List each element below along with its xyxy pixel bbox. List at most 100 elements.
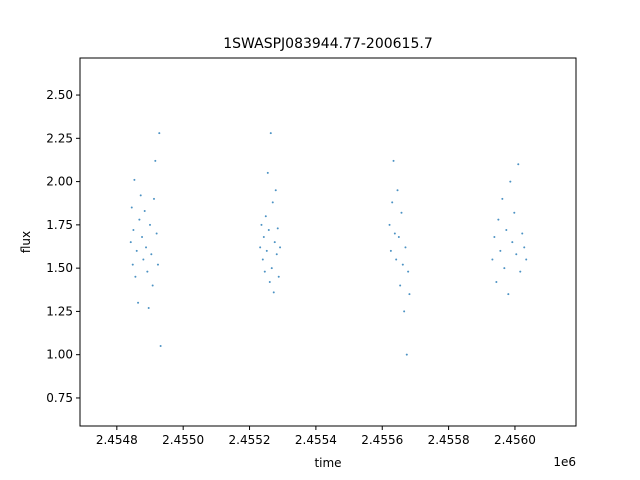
y-tick-label: 1.00	[46, 348, 73, 362]
point	[499, 249, 502, 252]
y-tick-label: 1.25	[46, 304, 73, 318]
point	[503, 267, 506, 270]
point	[262, 235, 265, 238]
point	[143, 210, 146, 213]
x-tick-label: 2.4552	[229, 433, 271, 447]
point	[493, 235, 496, 238]
point	[511, 241, 514, 244]
point	[501, 197, 504, 200]
point	[523, 246, 526, 249]
point	[509, 180, 512, 183]
axes-frame	[79, 57, 577, 427]
point	[388, 223, 391, 226]
point	[403, 310, 406, 313]
point	[405, 353, 408, 356]
x-offset-label: 1e6	[553, 455, 576, 469]
point	[276, 227, 279, 230]
point	[517, 163, 520, 166]
point	[264, 215, 267, 218]
point	[277, 275, 280, 278]
point	[495, 280, 498, 283]
point	[274, 189, 277, 192]
point	[151, 284, 154, 287]
point	[397, 235, 400, 238]
point	[265, 249, 268, 252]
point	[129, 241, 132, 244]
point	[272, 291, 275, 294]
point	[273, 241, 276, 244]
point	[400, 211, 403, 214]
point	[260, 223, 263, 226]
point	[408, 293, 411, 296]
point	[145, 246, 148, 249]
point	[261, 258, 264, 261]
point	[401, 263, 404, 266]
point	[266, 171, 269, 174]
y-tick-label: 2.25	[46, 131, 73, 145]
point	[146, 270, 149, 273]
point	[132, 229, 135, 232]
y-tick-label: 2.00	[46, 175, 73, 189]
point	[142, 258, 145, 261]
x-tick-label: 2.4550	[162, 433, 204, 447]
point	[152, 197, 155, 200]
point	[158, 132, 161, 135]
point	[263, 270, 266, 273]
point	[271, 201, 274, 204]
point	[268, 280, 271, 283]
point	[505, 229, 508, 232]
point	[147, 306, 150, 309]
point	[399, 284, 402, 287]
point	[270, 267, 273, 270]
point	[138, 218, 141, 221]
point	[149, 223, 152, 226]
y-tick-label: 0.75	[46, 391, 73, 405]
point	[519, 270, 522, 273]
point	[139, 194, 142, 197]
point	[131, 263, 134, 266]
point	[515, 253, 518, 256]
point	[269, 132, 272, 135]
point	[391, 201, 394, 204]
point	[259, 246, 262, 249]
point	[407, 270, 410, 273]
y-tick-label: 1.50	[46, 261, 73, 275]
point	[392, 159, 395, 162]
point	[389, 249, 392, 252]
point	[513, 211, 516, 214]
x-tick-label: 2.4554	[295, 433, 337, 447]
point	[396, 189, 399, 192]
x-axis-label: time	[314, 456, 341, 470]
point	[137, 301, 140, 304]
point	[155, 232, 158, 235]
point	[159, 345, 162, 348]
x-tick-label: 2.4548	[96, 433, 138, 447]
point	[141, 235, 144, 238]
point	[267, 229, 270, 232]
y-tick-label: 1.75	[46, 218, 73, 232]
point	[134, 275, 137, 278]
point	[525, 258, 528, 261]
point	[497, 218, 500, 221]
point	[135, 249, 138, 252]
x-tick-label: 2.4558	[428, 433, 470, 447]
point	[133, 178, 136, 181]
point	[491, 258, 494, 261]
y-tick-label: 2.50	[46, 88, 73, 102]
point	[507, 293, 510, 296]
point	[156, 263, 159, 266]
point	[279, 246, 282, 249]
point	[150, 253, 153, 256]
point	[130, 206, 133, 209]
point	[154, 159, 157, 162]
x-tick-label: 2.4560	[494, 433, 536, 447]
point	[275, 253, 278, 256]
point	[521, 232, 524, 235]
chart-title: 1SWASPJ083944.77-200615.7	[223, 36, 432, 52]
point	[395, 258, 398, 261]
point	[393, 232, 396, 235]
x-tick-label: 2.4556	[361, 433, 403, 447]
y-axis-label: flux	[19, 231, 33, 253]
